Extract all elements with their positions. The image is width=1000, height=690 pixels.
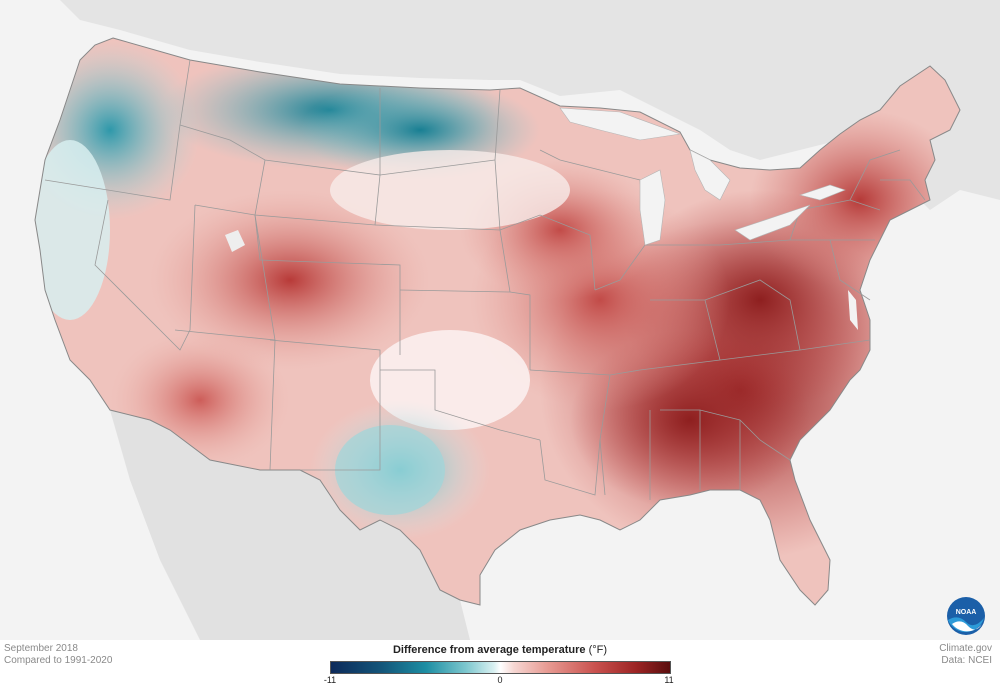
great-salt-lake (225, 230, 245, 252)
map-footer: September 2018 Compared to 1991-2020 Dif… (0, 640, 1000, 690)
noaa-logo-icon: NOAA (947, 597, 985, 635)
canada-landmass (60, 0, 1000, 210)
map-caption: September 2018 Compared to 1991-2020 (4, 643, 112, 667)
site-credit: Climate.gov (939, 643, 992, 654)
state-borders (34, 37, 961, 606)
legend-color-bar (330, 661, 671, 674)
mexico-landmass (110, 410, 470, 640)
map-credits: Climate.gov Data: NCEI (939, 643, 992, 667)
noaa-logo-text: NOAA (956, 609, 977, 616)
temperature-anomaly-map (34, 0, 1000, 640)
legend-max-label: 11 (664, 675, 674, 685)
legend-mid-label: 0 (497, 675, 503, 685)
data-source: Data: NCEI (941, 655, 992, 666)
legend-min-label: -11 (323, 675, 337, 685)
legend-title-text: Difference from average temperature (392, 644, 586, 656)
color-legend: Difference from average temperature (°F)… (320, 644, 680, 688)
legend-unit: (°F) (588, 644, 608, 656)
chesapeake-bay (848, 290, 858, 330)
baseline-label: Compared to 1991-2020 (4, 655, 113, 666)
great-lakes (559, 107, 846, 246)
period-label: September 2018 (4, 643, 78, 654)
legend-title: Difference from average temperature (°F) (320, 644, 680, 657)
